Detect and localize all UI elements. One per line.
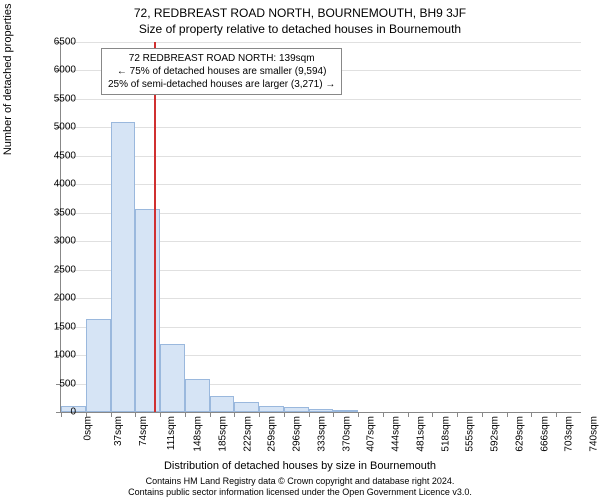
grid-line	[61, 184, 581, 185]
x-tick-mark	[358, 412, 359, 417]
reference-line	[154, 42, 156, 412]
x-tick-mark	[86, 412, 87, 417]
histogram-bar	[160, 344, 185, 412]
footer-line2: Contains public sector information licen…	[0, 487, 600, 498]
histogram-bar	[210, 396, 235, 412]
grid-line	[61, 99, 581, 100]
histogram-bar	[284, 407, 309, 412]
y-tick-label: 6000	[36, 65, 76, 76]
x-tick-label: 407sqm	[366, 416, 377, 452]
annotation-box: 72 REDBREAST ROAD NORTH: 139sqm ← 75% of…	[101, 48, 342, 95]
y-axis-label: Number of detached properties	[2, 4, 14, 156]
x-tick-label: 111sqm	[166, 416, 177, 450]
x-tick-label: 370sqm	[341, 416, 352, 452]
histogram-bar	[111, 122, 136, 412]
x-tick-mark	[259, 412, 260, 417]
histogram-bar	[259, 406, 284, 412]
x-tick-label: 629sqm	[515, 416, 526, 452]
footer-line1: Contains HM Land Registry data © Crown c…	[0, 476, 600, 487]
y-tick-label: 6500	[36, 37, 76, 48]
x-tick-mark	[482, 412, 483, 417]
y-tick-label: 5000	[36, 122, 76, 133]
x-tick-label: 444sqm	[391, 416, 402, 452]
x-tick-label: 740sqm	[589, 416, 600, 452]
x-tick-mark	[284, 412, 285, 417]
x-tick-mark	[210, 412, 211, 417]
histogram-bar	[185, 379, 210, 412]
y-tick-label: 500	[36, 378, 76, 389]
annotation-line3: 25% of semi-detached houses are larger (…	[108, 78, 335, 91]
x-tick-label: 37sqm	[113, 416, 124, 446]
x-tick-mark	[432, 412, 433, 417]
x-tick-mark	[185, 412, 186, 417]
y-tick-label: 1000	[36, 350, 76, 361]
chart-title-main: 72, REDBREAST ROAD NORTH, BOURNEMOUTH, B…	[0, 0, 600, 20]
x-tick-label: 703sqm	[564, 416, 575, 452]
x-axis-label: Distribution of detached houses by size …	[0, 460, 600, 472]
y-tick-label: 0	[36, 407, 76, 418]
x-tick-label: 259sqm	[267, 416, 278, 452]
y-tick-label: 1500	[36, 321, 76, 332]
x-tick-label: 222sqm	[242, 416, 253, 452]
x-tick-label: 296sqm	[292, 416, 303, 452]
x-tick-mark	[111, 412, 112, 417]
x-tick-label: 481sqm	[415, 416, 426, 452]
x-tick-label: 74sqm	[138, 416, 149, 446]
annotation-line1: 72 REDBREAST ROAD NORTH: 139sqm	[108, 52, 335, 65]
x-tick-label: 185sqm	[217, 416, 228, 452]
histogram-bar	[333, 410, 358, 412]
y-tick-label: 4000	[36, 179, 76, 190]
x-tick-mark	[408, 412, 409, 417]
y-tick-label: 4500	[36, 150, 76, 161]
grid-line	[61, 42, 581, 43]
y-tick-label: 2000	[36, 293, 76, 304]
histogram-bar	[309, 409, 334, 412]
x-tick-label: 666sqm	[539, 416, 550, 452]
y-tick-label: 3000	[36, 236, 76, 247]
x-tick-mark	[507, 412, 508, 417]
y-tick-label: 5500	[36, 93, 76, 104]
y-tick-label: 3500	[36, 207, 76, 218]
histogram-bar	[86, 319, 111, 412]
annotation-line2: ← 75% of detached houses are smaller (9,…	[108, 65, 335, 78]
grid-line	[61, 127, 581, 128]
x-tick-mark	[531, 412, 532, 417]
x-tick-mark	[556, 412, 557, 417]
x-tick-mark	[135, 412, 136, 417]
histogram-bar	[234, 402, 259, 412]
x-tick-mark	[383, 412, 384, 417]
x-tick-label: 333sqm	[316, 416, 327, 452]
y-tick-label: 2500	[36, 264, 76, 275]
grid-line	[61, 156, 581, 157]
x-tick-mark	[333, 412, 334, 417]
chart-title-sub: Size of property relative to detached ho…	[0, 20, 600, 36]
x-tick-label: 0sqm	[82, 416, 93, 440]
x-tick-label: 555sqm	[465, 416, 476, 452]
x-tick-label: 518sqm	[440, 416, 451, 452]
x-tick-mark	[309, 412, 310, 417]
x-tick-mark	[160, 412, 161, 417]
x-tick-label: 148sqm	[193, 416, 204, 452]
histogram-bar	[135, 209, 160, 412]
plot-area: 0sqm37sqm74sqm111sqm148sqm185sqm222sqm25…	[60, 42, 581, 413]
chart-container: 72, REDBREAST ROAD NORTH, BOURNEMOUTH, B…	[0, 0, 600, 500]
footer: Contains HM Land Registry data © Crown c…	[0, 476, 600, 498]
x-tick-label: 592sqm	[490, 416, 501, 452]
x-tick-mark	[457, 412, 458, 417]
x-tick-mark	[234, 412, 235, 417]
